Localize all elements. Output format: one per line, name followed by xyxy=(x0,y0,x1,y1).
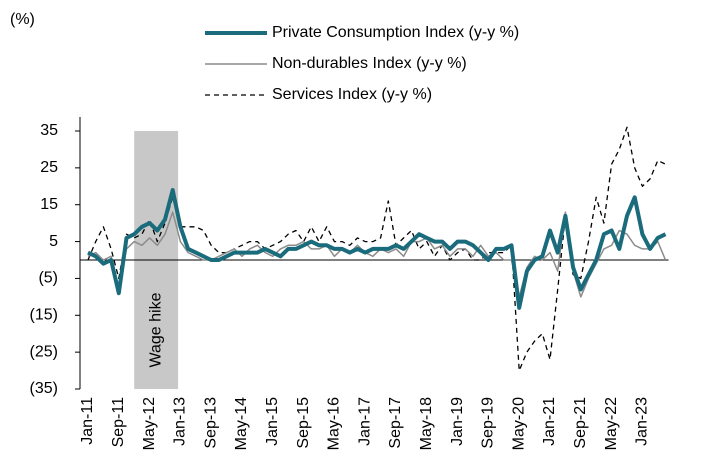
x-tick-label: Sep-15 xyxy=(295,397,312,449)
y-tick-label: (15) xyxy=(30,307,58,324)
series-line xyxy=(87,188,667,310)
x-tick-label: May-20 xyxy=(510,397,527,450)
x-tick-label: Jan-21 xyxy=(541,397,558,446)
y-tick-label: 15 xyxy=(40,196,58,213)
x-tick-label: May-12 xyxy=(141,397,158,450)
legend-label: Private Consumption Index (y-y %) xyxy=(272,24,519,41)
y-tick-label: (5) xyxy=(38,270,58,287)
y-tick-label: (35) xyxy=(30,380,58,397)
x-tick-label: Jan-17 xyxy=(356,397,373,446)
x-tick-label: Sep-19 xyxy=(480,397,497,449)
x-tick-label: Jan-19 xyxy=(449,397,466,446)
y-tick-label: 5 xyxy=(49,233,58,250)
legend-label: Non-durables Index (y-y %) xyxy=(272,55,467,72)
shade-label: Wage hike xyxy=(147,292,164,367)
x-tick-label: Sep-17 xyxy=(387,397,404,449)
x-tick-label: Jan-23 xyxy=(634,397,651,446)
x-tick-label: Sep-21 xyxy=(572,397,589,449)
unit-label: (%) xyxy=(10,11,35,28)
x-tick-label: May-16 xyxy=(326,397,343,450)
x-tick-label: Sep-13 xyxy=(202,397,219,449)
y-tick-label: (25) xyxy=(30,343,58,360)
x-tick-label: Jan-13 xyxy=(172,397,189,446)
legend-label: Services Index (y-y %) xyxy=(272,86,432,103)
y-tick-label: 35 xyxy=(40,122,58,139)
x-tick-label: Jan-15 xyxy=(264,397,281,446)
x-tick-label: May-14 xyxy=(233,397,250,450)
x-tick-label: Sep-11 xyxy=(110,397,127,448)
x-tick-label: Jan-11 xyxy=(79,397,96,445)
x-tick-label: May-18 xyxy=(418,397,435,450)
y-tick-label: 25 xyxy=(40,159,58,176)
x-tick-label: May-22 xyxy=(603,397,620,450)
